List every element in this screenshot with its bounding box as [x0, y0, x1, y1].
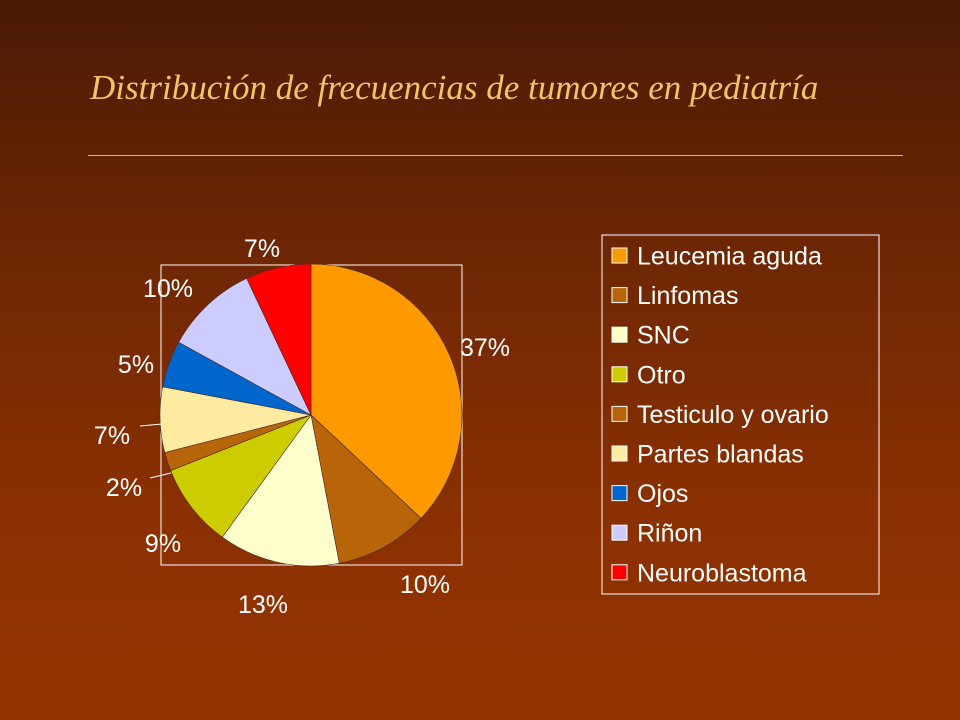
slice-label-ojos: 5% — [118, 351, 154, 379]
slice-label-neuroblastoma: 7% — [244, 235, 280, 263]
legend-swatch-linfomas — [611, 287, 628, 304]
leader-line-partes-blandas — [139, 423, 163, 427]
pie-slice-otro — [170, 414, 312, 538]
slice-label-otro: 9% — [145, 530, 181, 558]
legend-label-snc: SNC — [637, 322, 690, 350]
legend-label-testiculo-y-ovario: Testiculo y ovario — [637, 401, 829, 429]
pie-slice-linfomas — [310, 414, 422, 564]
legend-label-ojos: Ojos — [637, 480, 688, 508]
legend-label-leucemia-aguda: Leucemia aguda — [637, 243, 822, 271]
slice-label-snc: 13% — [238, 591, 288, 619]
pie-slice-neuroblastoma — [246, 263, 312, 416]
slice-label-partes-blandas: 7% — [94, 422, 130, 450]
legend-swatch-ojos — [611, 485, 628, 502]
legend-label-neuroblastoma: Neuroblastoma — [637, 559, 807, 587]
legend-label-linfomas: Linfomas — [637, 282, 738, 310]
slice-label-leucemia-aguda: 37% — [460, 334, 510, 362]
title-divider — [88, 155, 903, 156]
leader-line-testiculo-y-ovario — [149, 472, 172, 479]
slice-label-linfomas: 10% — [400, 571, 450, 599]
legend-label-rinon: Riñon — [637, 520, 702, 548]
legend: Leucemia aguda Linfomas SNC Otro Testiculo y… — [611, 243, 829, 587]
legend-swatch-otro — [611, 366, 628, 383]
pie-slice-leucemia-aguda — [310, 263, 463, 519]
legend-frame — [601, 234, 880, 595]
legend-swatch-snc — [611, 326, 628, 343]
slice-label-rinon: 10% — [143, 275, 193, 303]
legend-swatch-testiculo-y-ovario — [611, 405, 628, 422]
legend-label-otro: Otro — [637, 361, 686, 389]
leader-lines — [139, 423, 172, 479]
slice-label-testiculo-y-ovario: 2% — [106, 474, 142, 502]
pie-slice-rinon — [178, 277, 312, 416]
legend-label-partes-blandas: Partes blandas — [637, 441, 804, 469]
pie-slices — [159, 263, 463, 567]
pie-slice-snc — [221, 414, 340, 567]
legend-swatch-partes-blandas — [611, 445, 628, 462]
slide-title: Distribución de frecuencias de tumores e… — [90, 68, 819, 107]
legend-swatch-leucemia-aguda — [611, 247, 628, 264]
legend-swatch-rinon — [611, 524, 628, 541]
legend-swatch-neuroblastoma — [611, 564, 628, 581]
slice-labels: 37% 10% 13% 9%2% 7% 5% 10% 7% — [94, 235, 510, 619]
